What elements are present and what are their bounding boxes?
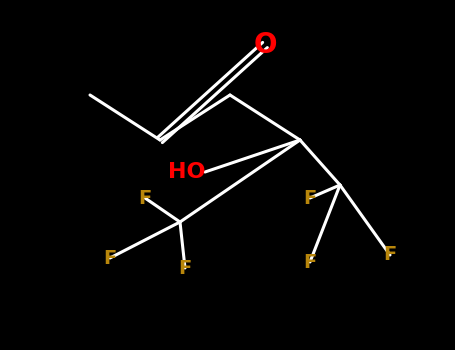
Text: F: F [303,252,317,272]
Text: F: F [103,248,116,267]
Text: F: F [178,259,192,278]
Text: F: F [384,245,397,265]
Text: O: O [253,31,277,59]
Text: F: F [138,189,152,208]
Text: HO: HO [167,162,205,182]
Text: F: F [303,189,317,208]
